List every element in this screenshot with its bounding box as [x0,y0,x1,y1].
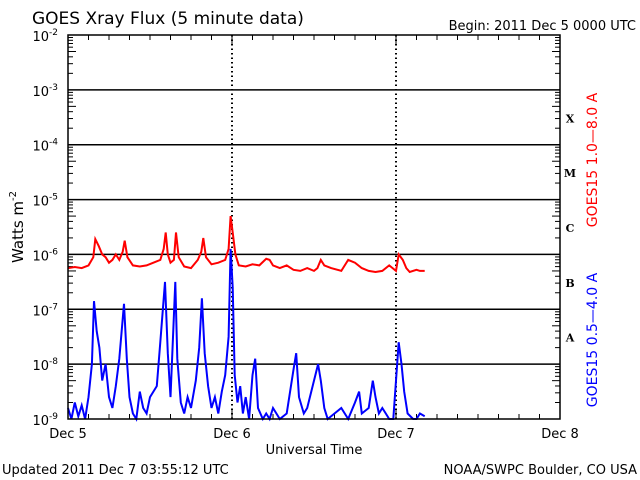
y-tick-label: 10-3 [32,83,58,100]
series-line-long-channel [67,215,425,274]
x-tick-label: Dec 5 [49,427,87,442]
y-tick-label: 10-4 [32,138,58,155]
flare-class-labels: X M C B A [564,112,576,344]
chart-title: GOES Xray Flux (5 minute data) [32,9,304,29]
legend-long-channel: GOES15 1.0—8.0 A [585,92,601,227]
begin-label: Begin: 2011 Dec 5 0000 UTC [449,19,636,34]
data-series [67,215,426,422]
flare-class-C: C [566,222,575,235]
updated-timestamp: Updated 2011 Dec 7 03:55:12 UTC [2,463,229,478]
flare-class-B: B [565,277,574,290]
flare-class-X: X [566,112,575,125]
flare-class-M: M [564,167,576,180]
x-tick-label: Dec 8 [541,427,579,442]
x-tick-label: Dec 6 [213,427,251,442]
flare-class-A: A [565,332,575,345]
series-line-short-channel [67,248,426,422]
grid-lines [68,35,560,419]
y-tick-labels: 10-2 10-3 10-4 10-5 10-6 10-7 10-8 10-9 [32,28,58,429]
y-axis-label: Watts m-2 [8,191,27,263]
axis-ticks [67,35,561,419]
y-tick-label: 10-2 [32,28,58,45]
y-tick-label: 10-6 [32,247,58,264]
x-tick-label: Dec 7 [377,427,415,442]
legend-short-channel: GOES15 0.5—4.0 A [585,272,601,407]
x-axis-label: Universal Time [266,443,363,458]
y-tick-label: 10-7 [32,302,58,319]
credit: NOAA/SWPC Boulder, CO USA [444,463,637,478]
x-tick-labels: Dec 5 Dec 6 Dec 7 Dec 8 [49,427,579,442]
y-tick-label: 10-8 [32,357,58,374]
plot-frame [67,34,561,420]
y-tick-label: 10-9 [32,412,58,429]
y-tick-label: 10-5 [32,193,58,210]
